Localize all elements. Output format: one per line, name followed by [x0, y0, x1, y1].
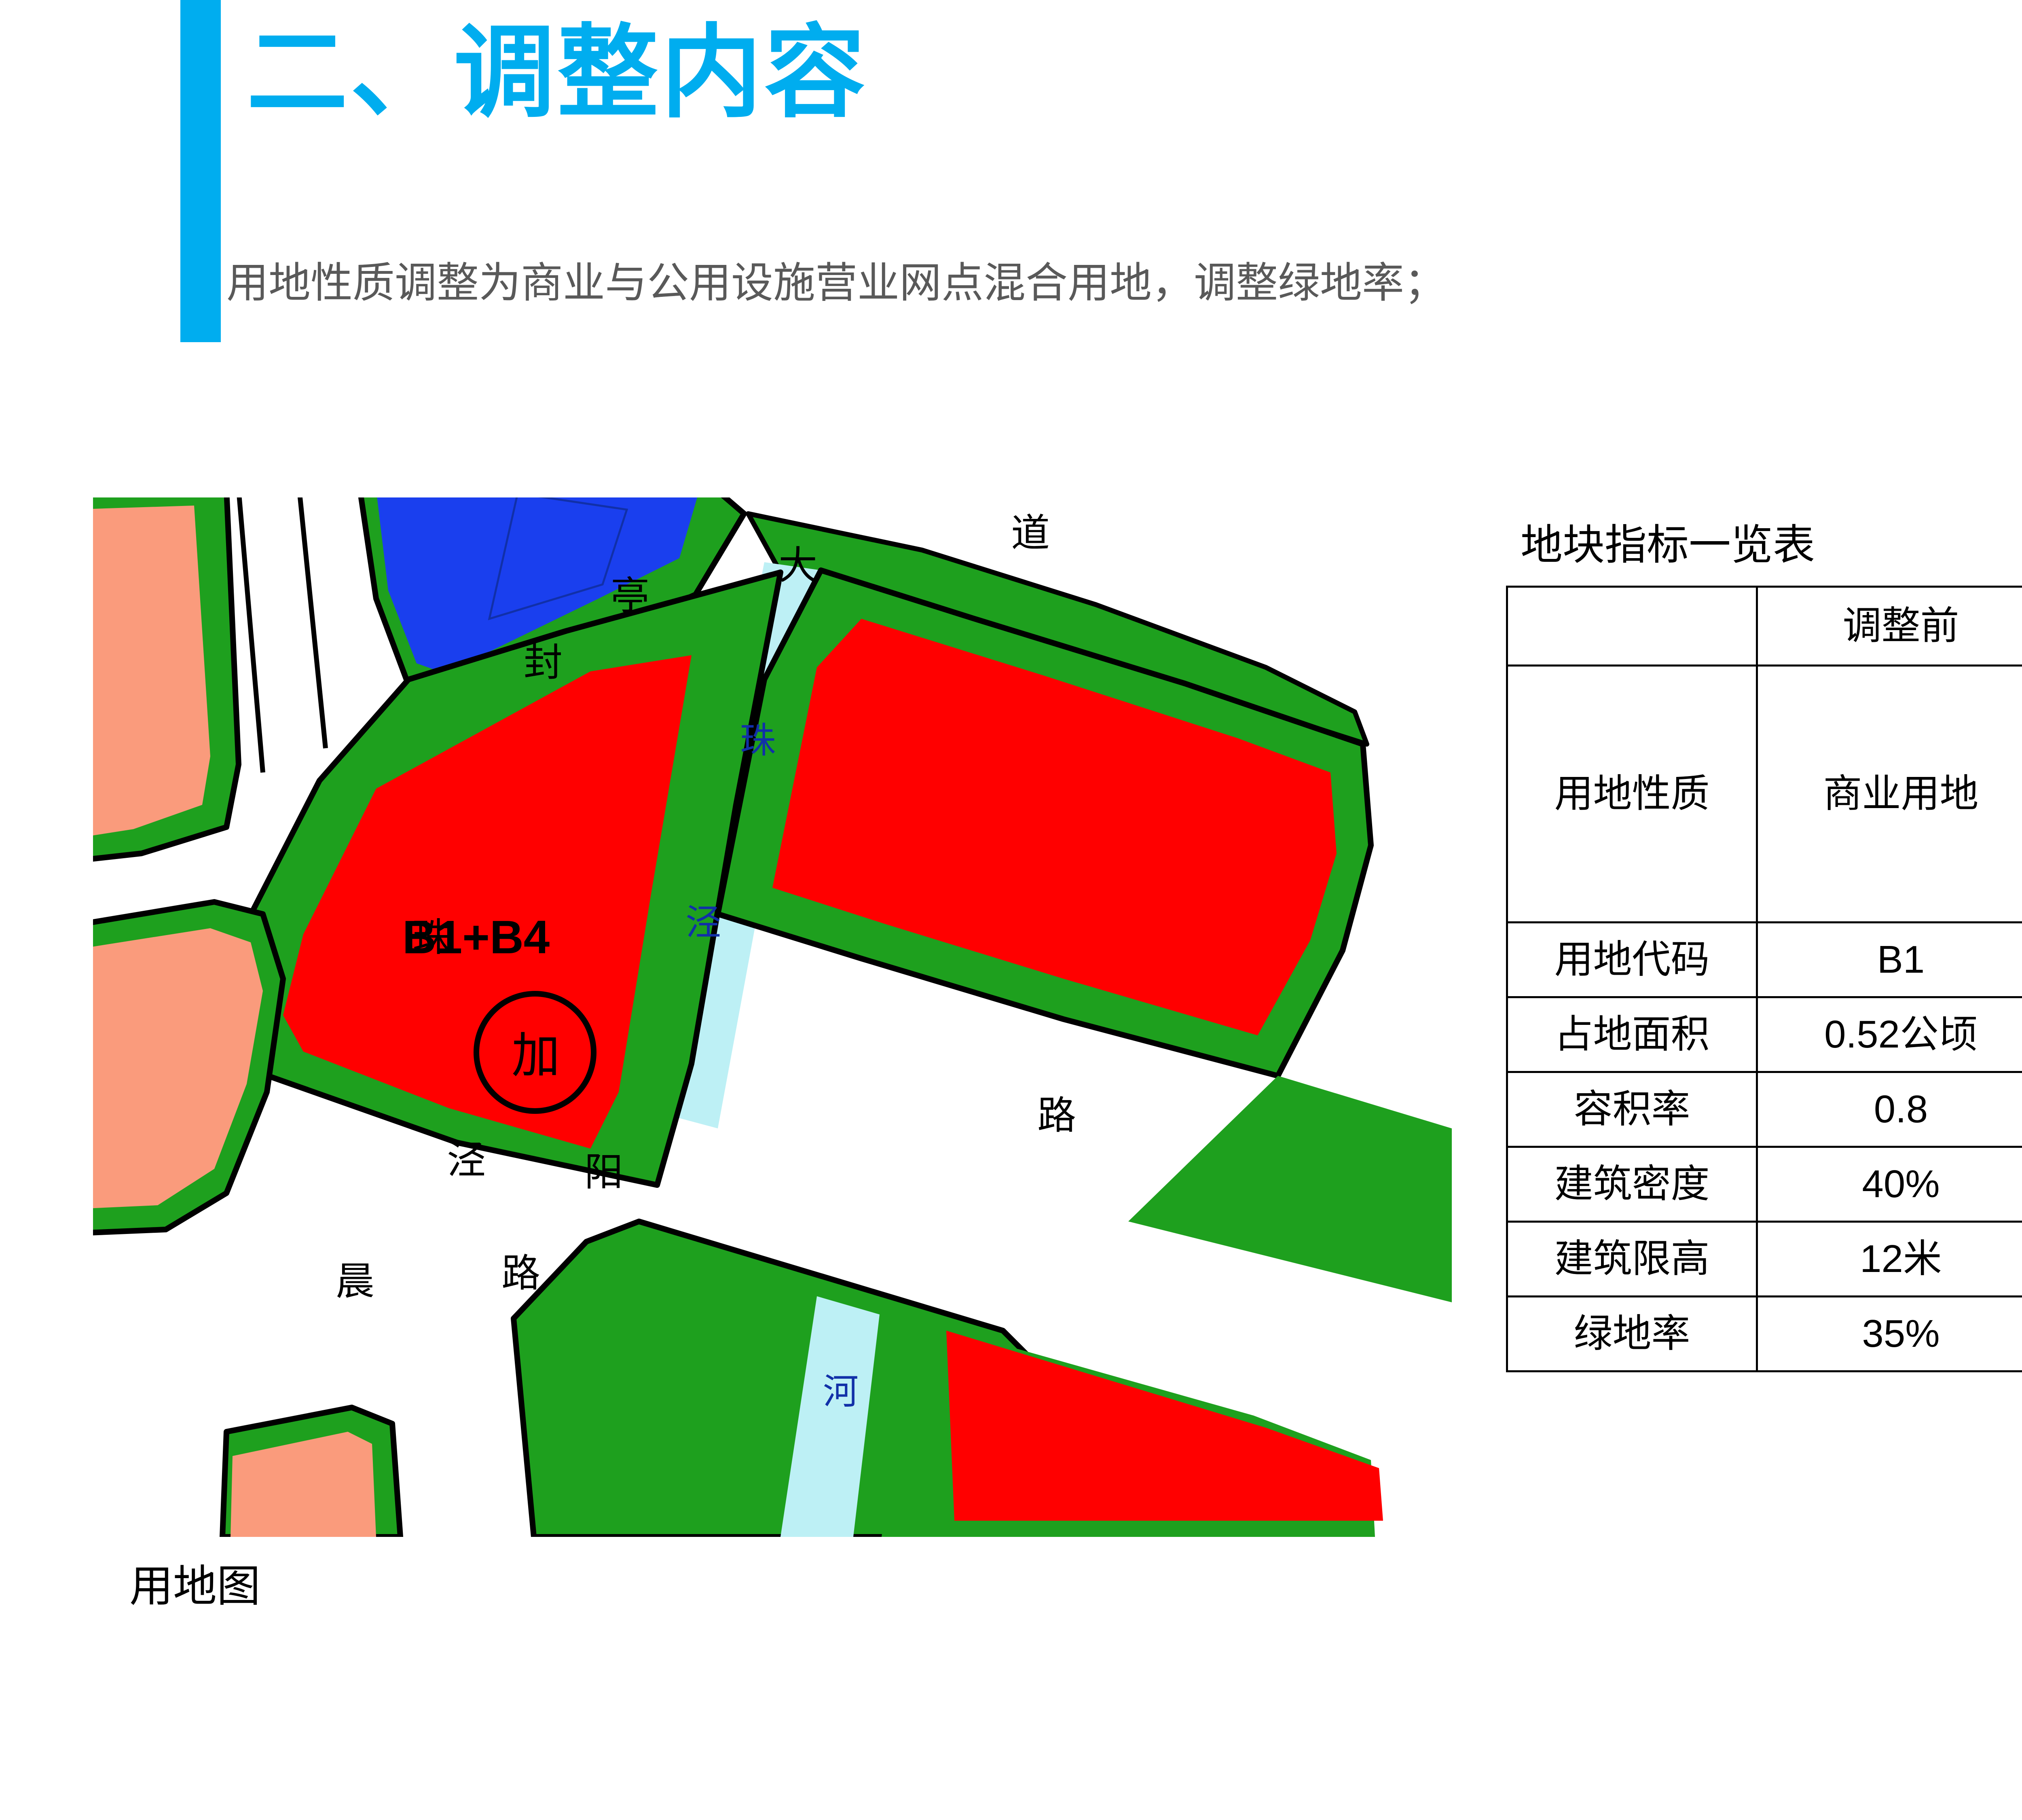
table-row: 占地面积 0.52公顷 0.52公顷 [1506, 996, 2022, 1073]
parcel-se-upper [1128, 1076, 1452, 1302]
row-label-land-code: 用地代码 [1506, 921, 1758, 998]
map-street-label-chen: 晨 [336, 1260, 374, 1303]
metrics-table: 调整前 调整后 用地性质 商业用地 商业用地+公用设施营业网点用地 用地代码 B… [1506, 586, 2022, 1372]
map-street-label-ting: 亭 [611, 574, 649, 618]
row-label-building-density: 建筑密度 [1506, 1146, 1758, 1223]
map-street-label-da: 大 [778, 544, 817, 587]
map-marker-jia[interactable] [474, 991, 596, 1114]
land-use-map-svg [93, 497, 1452, 1537]
table-row: 用地性质 商业用地 商业用地+公用设施营业网点用地 [1506, 665, 2022, 923]
table-row: 绿地率 35% 25% [1506, 1295, 2022, 1372]
map-plot-code-label: B1+B4 [402, 911, 550, 963]
row-before-land-nature: 商业用地 [1756, 665, 2022, 923]
table-row: 用地代码 B1 B1+B4 [1506, 921, 2022, 998]
table-title: 地块指标一览表 [1521, 522, 1815, 569]
row-label-green-ratio: 绿地率 [1506, 1295, 1758, 1372]
road-centerline-nw [237, 497, 328, 773]
map-marker-jia-label: 加 [512, 1029, 560, 1083]
map-street-label-lu-sw: 路 [501, 1252, 540, 1295]
row-before-land-code: B1 [1756, 921, 2022, 998]
map-water-label-jing: 泾 [685, 902, 721, 942]
parcel-sw-residential [220, 1405, 403, 1537]
page-subtitle: 用地性质调整为商业与公用设施营业网点混合用地，调整绿地率； [226, 260, 1447, 307]
page-title: 二、调整内容 [247, 16, 868, 129]
map-street-label-zhu: 珠 [412, 916, 451, 959]
row-label-land-nature: 用地性质 [1506, 665, 1758, 923]
parcel-se-commercial [882, 1318, 1383, 1537]
table-row: 建筑限高 12米 12米 [1506, 1221, 2022, 1297]
row-before-height-limit: 12米 [1756, 1221, 2022, 1297]
title-accent-bar [180, 0, 221, 342]
row-before-building-density: 40% [1756, 1146, 2022, 1223]
table-row: 建筑密度 40% 40% [1506, 1146, 2022, 1223]
map-street-label-dao: 道 [1011, 512, 1050, 555]
row-label-far: 容积率 [1506, 1071, 1758, 1148]
row-label-site-area: 占地面积 [1506, 996, 1758, 1073]
map-street-label-yang: 阳 [584, 1151, 623, 1194]
map-street-label-feng: 封 [524, 641, 563, 684]
table-header-row: 调整前 调整后 [1506, 586, 2022, 667]
map-caption: 用地图 [129, 1562, 261, 1610]
table-header-before: 调整前 [1756, 586, 2022, 667]
row-label-height-limit: 建筑限高 [1506, 1221, 1758, 1297]
map-street-label-jing: 泾 [447, 1139, 486, 1182]
table-corner-cell [1506, 586, 1758, 667]
parcel-east-commercial [715, 567, 1374, 1079]
river-he [780, 1296, 880, 1537]
row-before-green-ratio: 35% [1756, 1295, 2022, 1372]
table-row: 容积率 0.8 0.8 [1506, 1071, 2022, 1148]
map-street-label-lu-e: 路 [1037, 1094, 1076, 1137]
map-water-label-zhu: 珠 [740, 720, 776, 760]
row-before-site-area: 0.52公顷 [1756, 996, 2022, 1073]
land-use-map: 加 B1+B4 亭 大 道 封 珠 泾 路 阳 晨 路 珠 泾 河 [93, 497, 1452, 1537]
parcel-w-residential [93, 899, 286, 1236]
row-before-far: 0.8 [1756, 1071, 2022, 1148]
parcel-nw-residential [93, 497, 241, 862]
map-water-label-he: 河 [823, 1371, 859, 1412]
